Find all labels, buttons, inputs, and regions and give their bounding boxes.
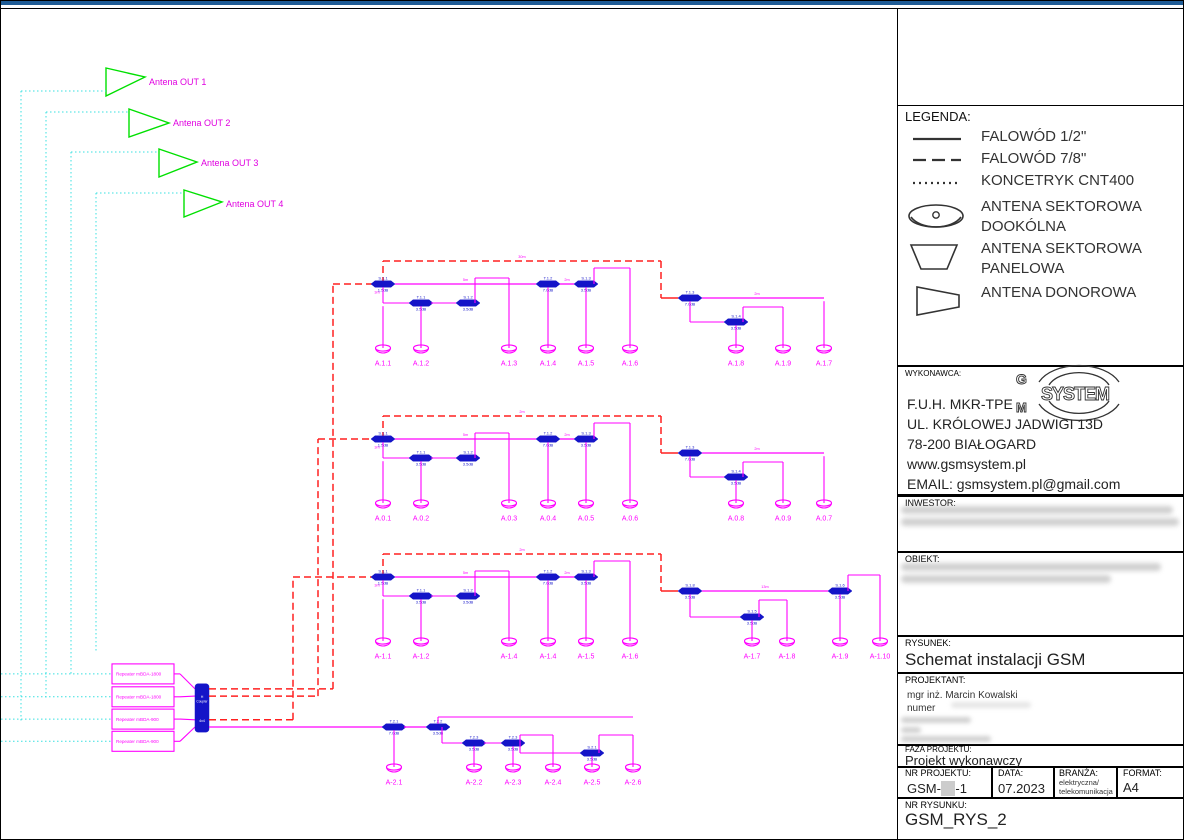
svg-text:G: G <box>1016 371 1027 387</box>
